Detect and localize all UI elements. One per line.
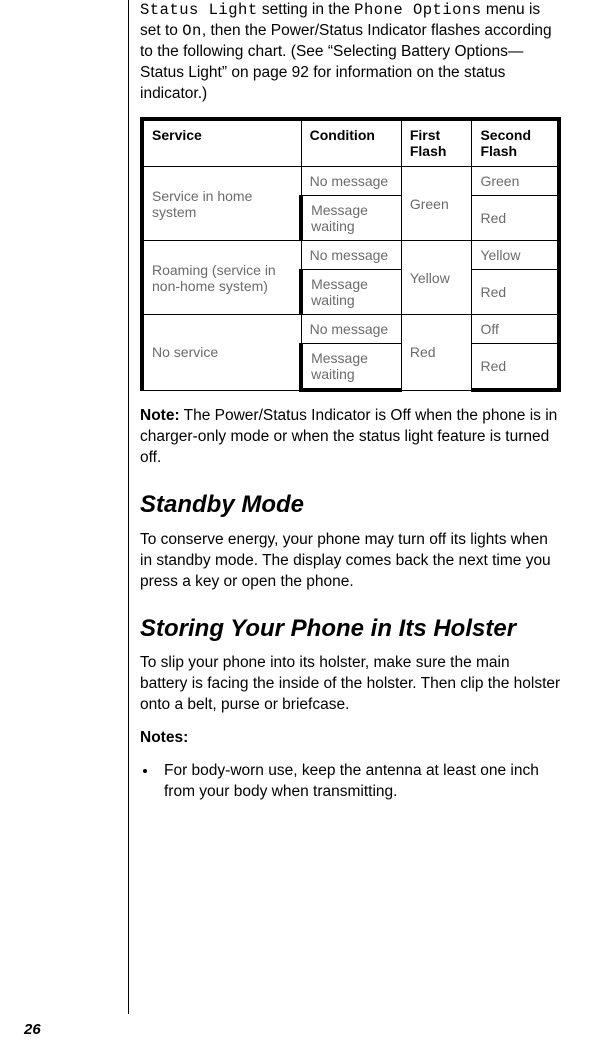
- notes-label-paragraph: Notes:: [140, 728, 561, 749]
- cell-second: Yellow: [472, 241, 559, 270]
- intro-text-1: setting in the: [258, 1, 355, 18]
- status-flash-table: Service Condition First Flash Second Fla…: [140, 117, 561, 393]
- note-label: Note:: [140, 407, 180, 424]
- table-row: Service in home system No message Green …: [142, 167, 559, 196]
- cell-condition: Message waiting: [301, 196, 401, 241]
- table-row: Roaming (service in non-home system) No …: [142, 241, 559, 270]
- left-rule: [128, 0, 129, 1014]
- note-text: The Power/Status Indicator is Off when t…: [140, 407, 557, 466]
- cell-service: Service in home system: [142, 167, 301, 241]
- cell-second: Red: [472, 270, 559, 315]
- cell-second: Off: [472, 315, 559, 344]
- intro-paragraph: Status Light setting in the Phone Option…: [140, 0, 561, 105]
- intro-text-3: , then the Power/Status Indicator flashe…: [140, 22, 552, 102]
- intro-status-light: Status Light: [140, 1, 258, 19]
- holster-body: To slip your phone into its holster, mak…: [140, 653, 561, 716]
- table-row: No service No message Red Off: [142, 315, 559, 344]
- note-paragraph: Note: The Power/Status Indicator is Off …: [140, 406, 561, 469]
- cell-condition: Message waiting: [301, 344, 401, 391]
- cell-first: Yellow: [401, 241, 472, 315]
- cell-condition: No message: [301, 241, 401, 270]
- cell-first: Green: [401, 167, 472, 241]
- notes-label: Notes:: [140, 729, 188, 746]
- table-header-row: Service Condition First Flash Second Fla…: [142, 119, 559, 167]
- cell-second: Red: [472, 344, 559, 391]
- heading-holster: Storing Your Phone in Its Holster: [140, 615, 561, 644]
- cell-service: No service: [142, 315, 301, 391]
- th-first: First Flash: [401, 119, 472, 167]
- cell-condition: Message waiting: [301, 270, 401, 315]
- standby-body: To conserve energy, your phone may turn …: [140, 530, 561, 593]
- th-second: Second Flash: [472, 119, 559, 167]
- cell-condition: No message: [301, 315, 401, 344]
- cell-second: Green: [472, 167, 559, 196]
- cell-first: Red: [401, 315, 472, 391]
- th-service: Service: [142, 119, 301, 167]
- intro-phone-options: Phone Options: [354, 1, 481, 19]
- notes-list: For body-worn use, keep the antenna at l…: [158, 761, 561, 803]
- cell-second: Red: [472, 196, 559, 241]
- heading-standby: Standby Mode: [140, 491, 561, 520]
- intro-on: On: [182, 22, 202, 40]
- manual-page: Status Light setting in the Phone Option…: [0, 0, 603, 1054]
- page-number: 26: [24, 1021, 41, 1038]
- cell-service: Roaming (service in non-home system): [142, 241, 301, 315]
- cell-condition: No message: [301, 167, 401, 196]
- th-condition: Condition: [301, 119, 401, 167]
- list-item: For body-worn use, keep the antenna at l…: [158, 761, 561, 803]
